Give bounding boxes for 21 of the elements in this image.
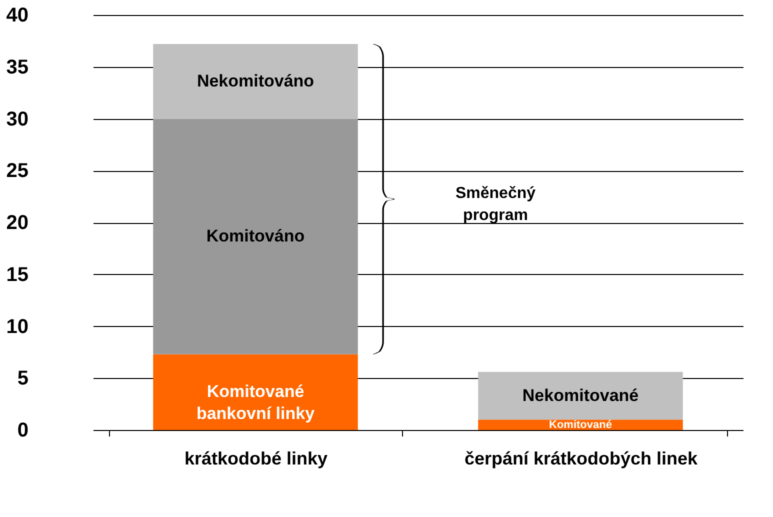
bar: [153, 354, 358, 430]
annotation: Směnečný program: [455, 184, 536, 224]
bar: [153, 118, 358, 354]
y-tick-label: 15: [6, 264, 28, 286]
y-tick-label: 10: [6, 316, 28, 338]
x-tick-label: krátkodobé linky: [184, 448, 328, 468]
annotation: Nekomitované: [522, 386, 639, 405]
y-tick-label: 40: [6, 4, 28, 26]
x-tick-label: čerpání krátkodobých linek: [464, 448, 699, 468]
y-tick-label: 35: [6, 56, 28, 78]
y-tick-label: 5: [17, 368, 28, 390]
y-tick-label: 25: [6, 160, 28, 182]
y-tick-label: 0: [17, 420, 28, 442]
annotation: Komitované: [549, 418, 612, 431]
bar: [478, 372, 683, 420]
annotation: Nekomitováno: [196, 71, 314, 90]
annotation: Komitováno: [206, 226, 305, 246]
y-tick-label: 30: [6, 108, 28, 130]
y-tick-label: 20: [6, 212, 28, 234]
annotation: Komitované bankovní linky: [196, 382, 316, 424]
bar: [153, 44, 358, 119]
